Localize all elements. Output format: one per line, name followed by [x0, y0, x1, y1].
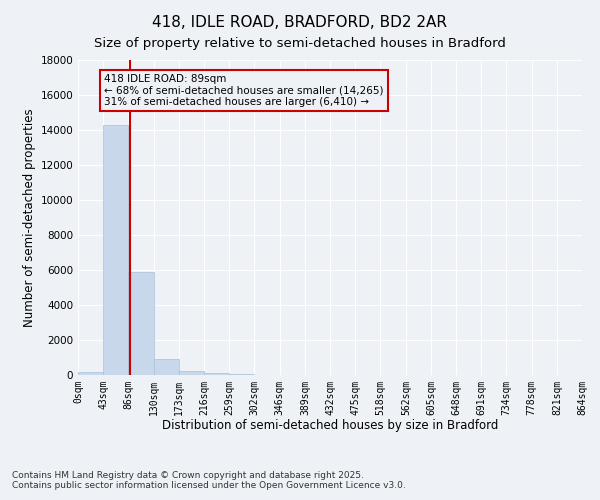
Text: 418 IDLE ROAD: 89sqm
← 68% of semi-detached houses are smaller (14,265)
31% of s: 418 IDLE ROAD: 89sqm ← 68% of semi-detac…	[104, 74, 384, 107]
Bar	[229, 374, 254, 375]
Bar	[179, 370, 204, 375]
Bar	[103, 126, 128, 375]
Text: Size of property relative to semi-detached houses in Bradford: Size of property relative to semi-detach…	[94, 38, 506, 51]
Text: Contains HM Land Registry data © Crown copyright and database right 2025.
Contai: Contains HM Land Registry data © Crown c…	[12, 470, 406, 490]
Bar	[78, 372, 103, 375]
Text: 418, IDLE ROAD, BRADFORD, BD2 2AR: 418, IDLE ROAD, BRADFORD, BD2 2AR	[152, 15, 448, 30]
Bar	[128, 272, 154, 375]
X-axis label: Distribution of semi-detached houses by size in Bradford: Distribution of semi-detached houses by …	[162, 420, 498, 432]
Bar	[154, 359, 179, 375]
Bar	[204, 373, 229, 375]
Y-axis label: Number of semi-detached properties: Number of semi-detached properties	[23, 108, 36, 327]
